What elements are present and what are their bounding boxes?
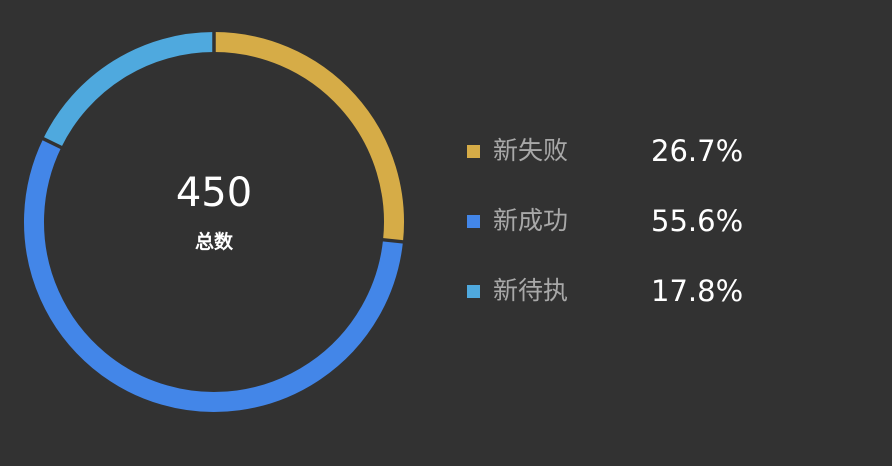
legend-percent: 55.6% <box>651 204 744 238</box>
legend-label: 新成功 <box>493 206 569 235</box>
legend-item[interactable]: 新待执 17.8% <box>466 268 766 338</box>
donut-slice[interactable] <box>24 138 403 412</box>
donut-slices <box>24 30 406 412</box>
total-label: 总数 <box>194 231 233 253</box>
legend-percent: 26.7% <box>651 134 744 168</box>
total-value: 450 <box>175 170 253 216</box>
legend-swatch <box>467 215 480 228</box>
donut-slice[interactable] <box>213 32 404 242</box>
legend-percent: 17.8% <box>651 274 744 308</box>
legend-item[interactable]: 新失败 26.7% <box>466 128 766 198</box>
legend-label: 新待执 <box>493 276 569 305</box>
slice-separator <box>40 136 64 150</box>
legend: 新失败 26.7% 新成功 55.6% 新待执 17.8% <box>466 128 766 338</box>
legend-item[interactable]: 新成功 55.6% <box>466 198 766 268</box>
donut-slice[interactable] <box>43 32 215 148</box>
slice-separator <box>380 237 406 244</box>
legend-swatch <box>467 145 480 158</box>
legend-swatch <box>467 285 480 298</box>
legend-label: 新失败 <box>493 136 569 165</box>
